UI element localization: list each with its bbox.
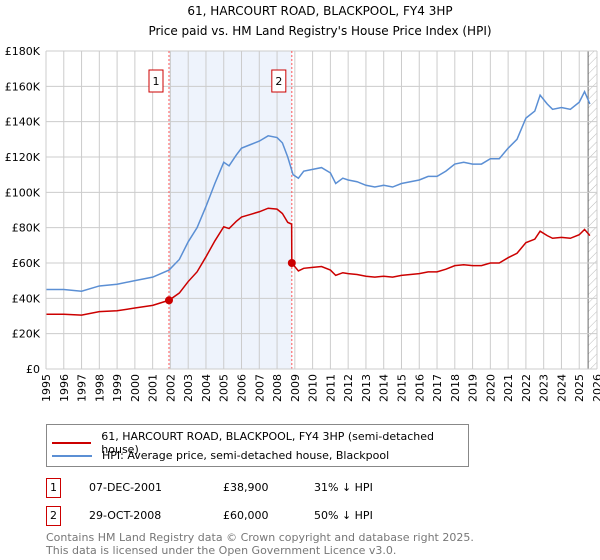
x-tick-label: 2006	[236, 374, 249, 402]
transaction-row: 1 07-DEC-2001 £38,900 31% ↓ HPI	[46, 478, 446, 498]
x-tick-label: 2001	[147, 374, 160, 402]
x-tick-label: 2004	[200, 374, 213, 402]
forecast-hatch	[588, 51, 597, 369]
x-tick-label: 1997	[76, 374, 89, 402]
x-tick-label: 2010	[307, 374, 320, 402]
x-tick-label: 2022	[520, 374, 533, 402]
price-chart: 61, HARCOURT ROAD, BLACKPOOL, FY4 3HP Pr…	[5, 4, 600, 402]
x-tick-label: 2003	[182, 374, 195, 402]
x-tick-label: 2008	[271, 374, 284, 402]
footer-line: Contains HM Land Registry data © Crown c…	[46, 531, 474, 544]
x-tick-label: 2017	[431, 374, 444, 402]
transaction-price: £38,900	[223, 481, 269, 494]
sale-label: 2	[275, 75, 282, 88]
y-tick-label: £60K	[12, 257, 41, 270]
series-line	[46, 207, 591, 316]
y-tick-label: £100K	[5, 186, 41, 199]
x-tick-label: 2024	[555, 374, 568, 402]
x-tick-label: 2013	[360, 374, 373, 402]
sale-point	[287, 259, 296, 267]
highlight-region	[168, 51, 292, 369]
x-tick-label: 2019	[467, 374, 480, 402]
legend-swatch-blue	[52, 454, 92, 457]
transaction-hpi-diff: 31% ↓ HPI	[314, 481, 373, 494]
transaction-hpi-diff: 50% ↓ HPI	[314, 509, 373, 522]
x-tick-label: 2018	[449, 374, 462, 402]
chart-title: 61, HARCOURT ROAD, BLACKPOOL, FY4 3HP	[187, 4, 452, 18]
transaction-marker: 2	[46, 506, 61, 526]
x-tick-label: 2016	[413, 374, 426, 402]
y-tick-label: £20K	[12, 328, 41, 341]
sale-point	[164, 296, 173, 305]
x-tick-label: 2026	[591, 374, 600, 402]
x-tick-label: 2005	[218, 374, 231, 402]
y-tick-label: £0	[26, 363, 40, 376]
sale-label-box	[271, 69, 287, 93]
chart-subtitle: Price paid vs. HM Land Registry's House …	[148, 24, 491, 38]
x-tick-label: 1995	[40, 374, 53, 402]
y-tick-label: £40K	[12, 292, 41, 305]
x-tick-label: 2011	[324, 374, 337, 402]
x-tick-label: 1999	[111, 374, 124, 402]
x-tick-label: 2009	[289, 374, 302, 402]
series-line	[46, 89, 591, 293]
sale-label-box	[148, 69, 164, 93]
plot-background	[46, 51, 597, 369]
transaction-row: 2 29-OCT-2008 £60,000 50% ↓ HPI	[46, 506, 446, 526]
legend: 61, HARCOURT ROAD, BLACKPOOL, FY4 3HP (s…	[46, 424, 469, 467]
x-tick-label: 2007	[253, 374, 266, 402]
transaction-date: 29-OCT-2008	[89, 509, 162, 522]
footer-line: This data is licensed under the Open Gov…	[46, 544, 397, 557]
x-tick-label: 2025	[573, 374, 586, 402]
legend-swatch-red	[52, 442, 92, 444]
x-tick-label: 2014	[378, 374, 391, 402]
transaction-price: £60,000	[223, 509, 269, 522]
x-tick-label: 2020	[484, 374, 497, 402]
y-tick-label: £140K	[5, 116, 41, 129]
sale-label: 1	[152, 75, 159, 88]
x-tick-label: 2023	[538, 374, 551, 402]
y-tick-label: £180K	[5, 45, 41, 58]
legend-item-hpi: HPI: Average price, semi-detached house,…	[52, 449, 389, 462]
legend-item-property: 61, HARCOURT ROAD, BLACKPOOL, FY4 3HP (s…	[52, 430, 468, 456]
y-tick-label: £160K	[5, 80, 41, 93]
x-tick-label: 2015	[395, 374, 408, 402]
x-tick-label: 2012	[342, 374, 355, 402]
footer: Contains HM Land Registry data © Crown c…	[46, 531, 474, 557]
legend-label: HPI: Average price, semi-detached house,…	[102, 449, 390, 462]
x-tick-label: 2002	[164, 374, 177, 402]
legend-label: 61, HARCOURT ROAD, BLACKPOOL, FY4 3HP (s…	[101, 430, 434, 456]
x-tick-label: 2021	[502, 374, 515, 402]
x-tick-label: 1998	[93, 374, 106, 402]
x-tick-label: 1996	[58, 374, 71, 402]
y-tick-label: £80K	[12, 222, 41, 235]
y-tick-label: £120K	[5, 151, 41, 164]
transaction-marker: 1	[46, 478, 61, 498]
x-tick-label: 2000	[129, 374, 142, 402]
transaction-date: 07-DEC-2001	[89, 481, 163, 494]
